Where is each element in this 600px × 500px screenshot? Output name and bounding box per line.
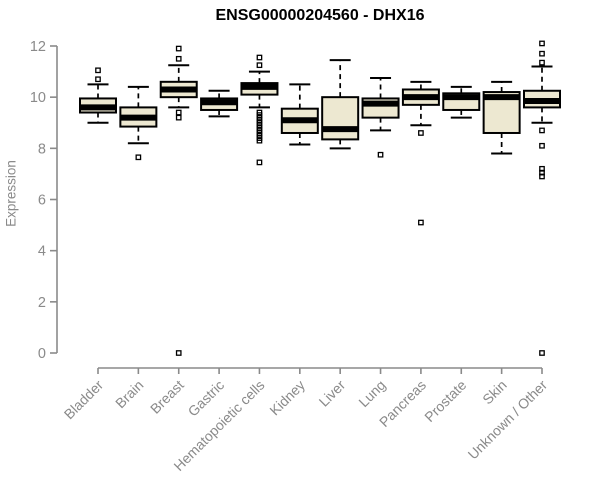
x-category-label: Skin	[479, 377, 510, 408]
y-tick-label: 8	[38, 141, 46, 157]
y-tick-label: 12	[30, 39, 46, 55]
boxplot-skin	[482, 80, 521, 155]
outlier-point	[539, 127, 545, 134]
y-tick-label: 4	[38, 244, 46, 260]
x-category-label: Kidney	[266, 377, 308, 419]
x-category-label: Lung	[355, 377, 388, 410]
boxplot-brain	[119, 85, 158, 161]
outlier-point	[175, 114, 182, 121]
outlier-point	[175, 45, 182, 52]
outlier-point	[256, 137, 263, 144]
y-axis: 0 2 4 6 8 10 12	[30, 39, 58, 362]
x-category-label: Liver	[316, 377, 349, 410]
x-category-label: Brain	[112, 377, 146, 411]
y-tick-label: 0	[38, 346, 46, 362]
outlier-point	[539, 142, 545, 149]
y-tick-label: 6	[38, 193, 46, 209]
boxplot-prostate	[442, 85, 481, 119]
boxplot-lung	[361, 76, 400, 158]
y-tick-label: 10	[30, 90, 46, 106]
outlier-point	[539, 50, 545, 57]
outlier-point	[256, 159, 263, 166]
outlier-point	[418, 219, 424, 226]
x-category-label: Bladder	[61, 377, 107, 423]
boxplot-gastric	[200, 89, 239, 118]
boxplot-kidney	[280, 83, 319, 146]
boxplot-liver	[321, 59, 360, 150]
outlier-point	[377, 151, 384, 158]
boxplot-unknown-other	[523, 40, 561, 356]
boxplot-bladder	[79, 67, 117, 124]
outlier-point	[256, 54, 263, 61]
outlier-point	[175, 55, 182, 62]
outlier-point	[95, 76, 101, 83]
iqr-box	[321, 96, 360, 141]
outlier-point	[95, 67, 101, 74]
boxplot-pancreas	[401, 80, 440, 226]
x-category-label: Breast	[147, 377, 187, 417]
outlier-point	[256, 62, 263, 69]
outlier-point	[539, 40, 545, 47]
outlier-point	[539, 59, 545, 66]
outlier-point	[539, 173, 545, 180]
boxplot-breast	[159, 45, 198, 356]
boxplot-hematopoietic-cells	[240, 54, 279, 166]
outlier-point	[175, 109, 182, 116]
outlier-point	[175, 350, 182, 356]
outlier-point	[418, 130, 424, 136]
chart-title: ENSG00000204560 - DHX16	[215, 7, 425, 24]
y-tick-label: 2	[38, 295, 46, 311]
x-category-label: Prostate	[421, 377, 469, 425]
outlier-point	[135, 154, 142, 161]
outlier-point	[539, 350, 545, 356]
